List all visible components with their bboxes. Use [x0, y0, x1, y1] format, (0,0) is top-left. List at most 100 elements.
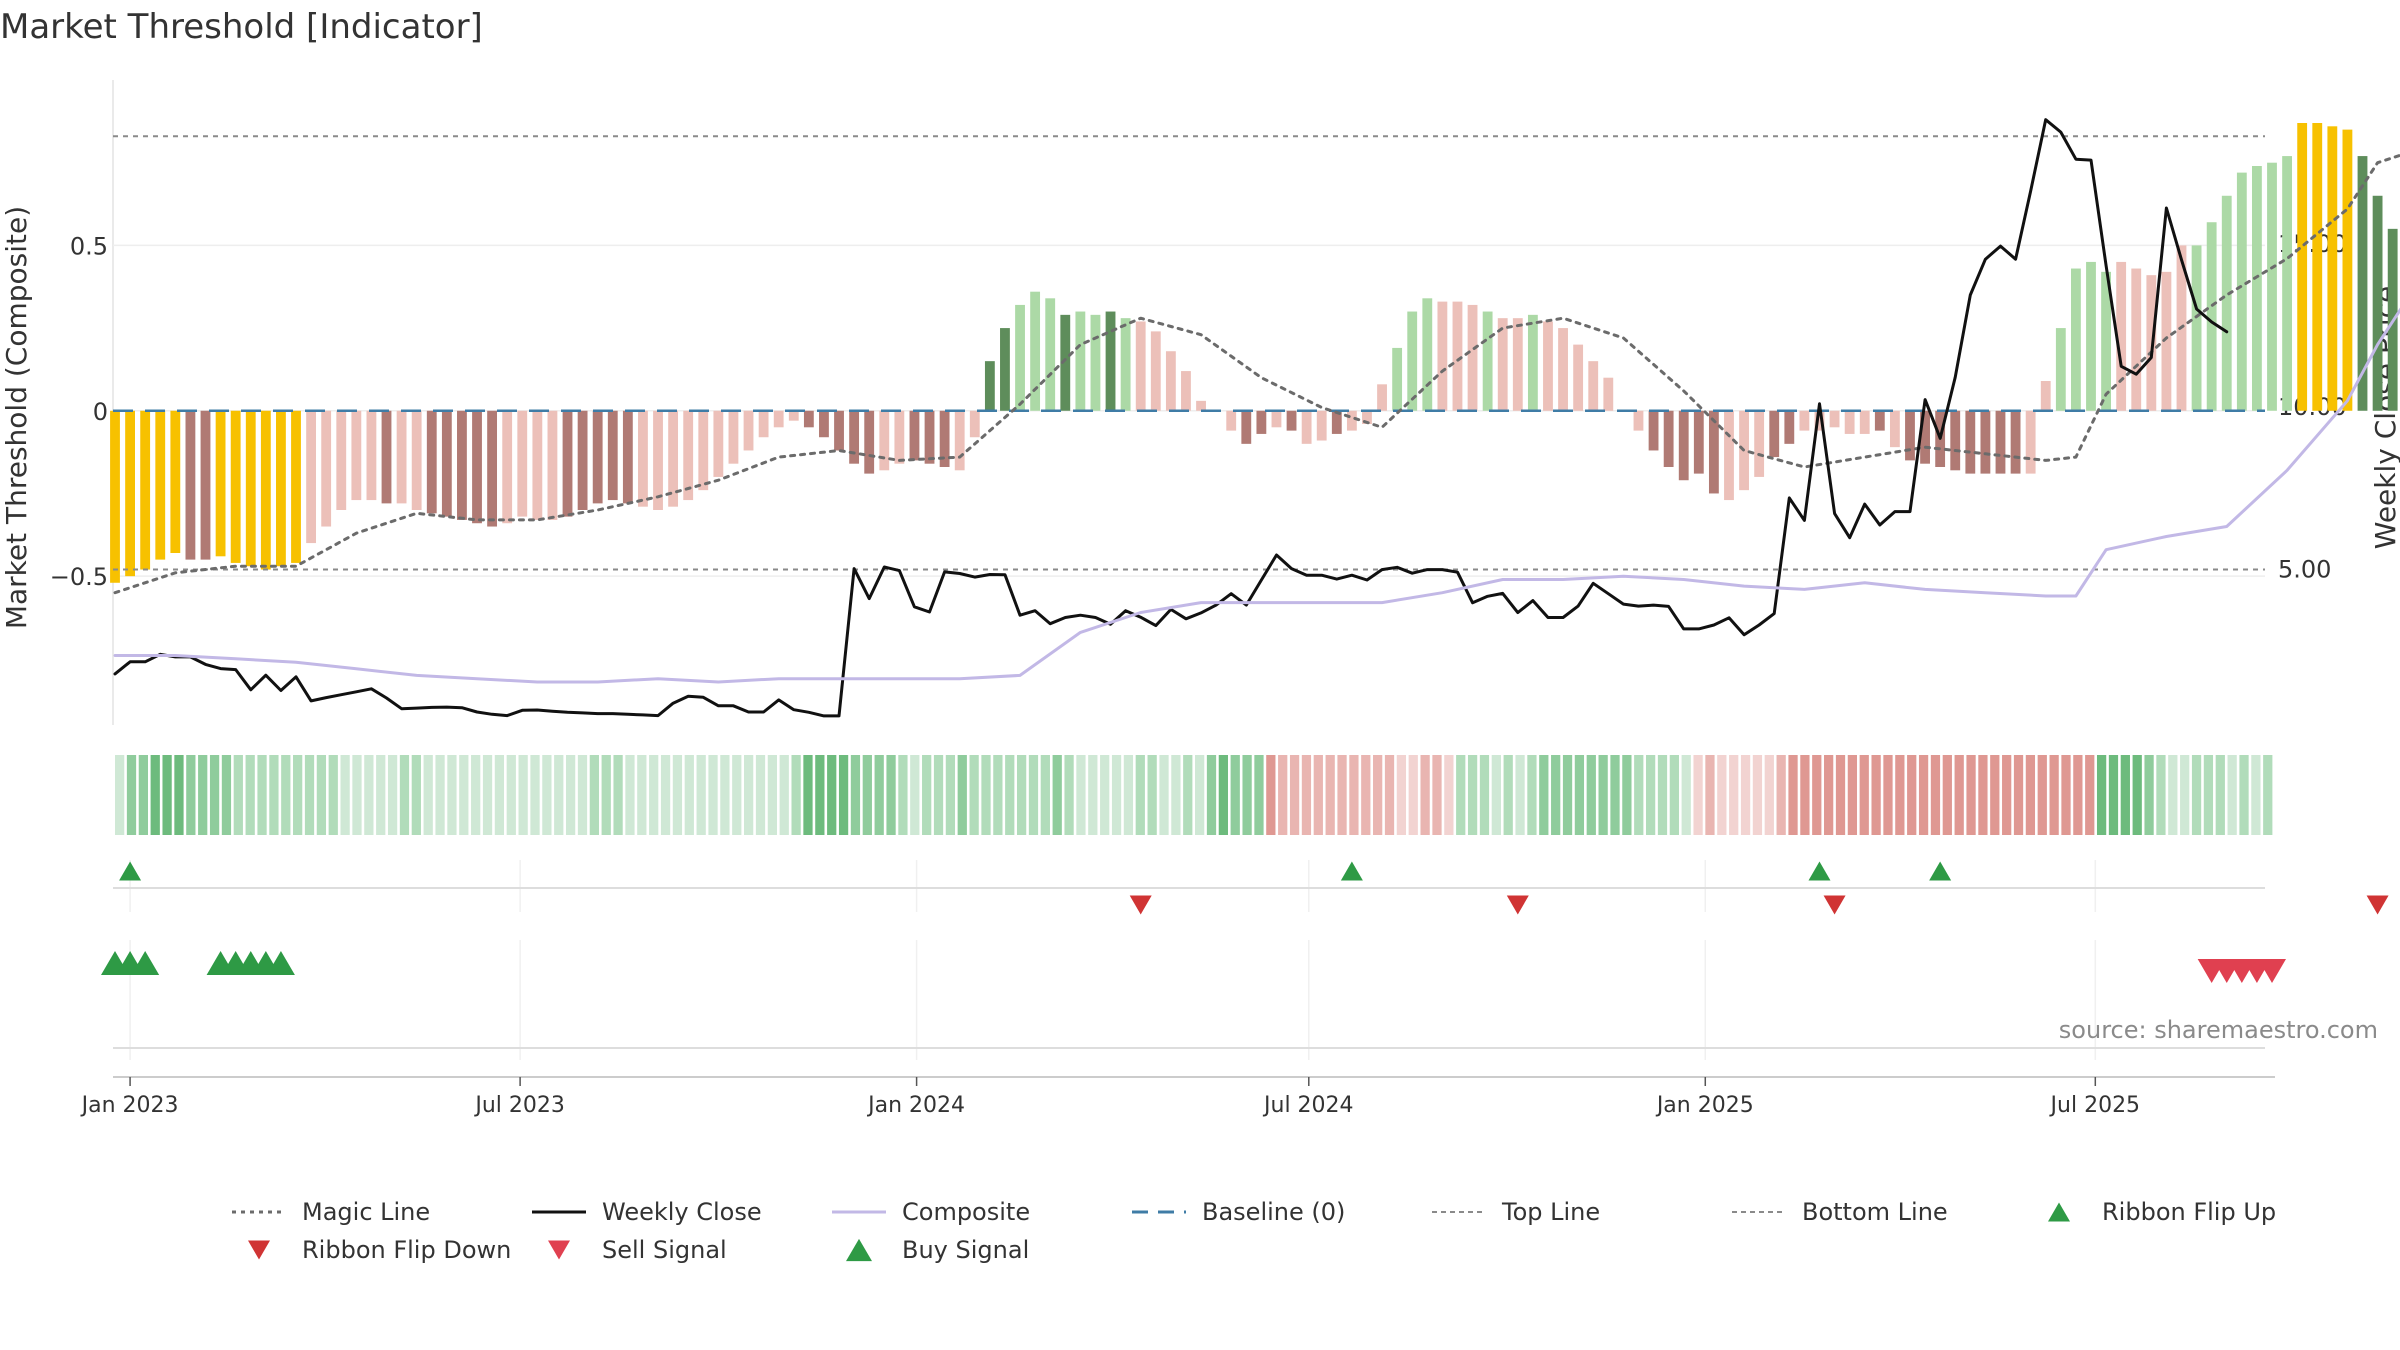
- composite-bar: [1543, 321, 1553, 411]
- legend-mark-buy: [846, 1238, 872, 1262]
- ribbon-cell: [1313, 755, 1323, 835]
- composite-bar: [276, 410, 286, 567]
- ribbon-cell: [1005, 755, 1015, 835]
- ribbon-cell: [554, 755, 564, 835]
- ribbon-cell: [1966, 755, 1976, 835]
- composite-bar: [1573, 344, 1584, 411]
- ribbon-cell: [945, 755, 956, 835]
- composite-bar: [1392, 347, 1403, 411]
- y-left-tick-label: −0.5: [50, 563, 108, 591]
- composite-bar: [1135, 321, 1146, 411]
- legend-swatch-baseline: [1132, 1210, 1186, 1214]
- ribbon-cell: [506, 755, 516, 835]
- composite-bar: [773, 410, 784, 428]
- ribbon-cell: [1824, 755, 1834, 835]
- legend-item-magic: Magic Line: [230, 1198, 530, 1226]
- composite-bar: [487, 410, 498, 527]
- legend-swatch-flip_up: [2048, 1202, 2070, 1222]
- composite-bar: [743, 410, 754, 451]
- composite-bar: [607, 410, 618, 501]
- composite-bar: [1633, 410, 1644, 431]
- ribbon-cell: [850, 755, 861, 835]
- composite-bar: [1316, 410, 1327, 441]
- composite-bar: [1497, 318, 1508, 411]
- legend-swatch-close: [532, 1210, 586, 1214]
- y-right-tick-label: 5.00: [2278, 556, 2331, 584]
- composite-bar: [1452, 301, 1463, 411]
- composite-bar: [532, 410, 543, 520]
- ribbon-cell: [1230, 755, 1240, 835]
- ribbon-cell: [1016, 755, 1027, 835]
- composite-bar: [1105, 311, 1116, 411]
- composite-bar: [2191, 245, 2202, 411]
- ribbon-cell: [1266, 755, 1276, 835]
- ribbon-flip-up-marker: [1929, 861, 1952, 881]
- ribbon-cell: [1634, 755, 1644, 835]
- ribbon-cell: [1729, 755, 1739, 835]
- composite-bar: [1437, 301, 1448, 411]
- composite-bar: [2025, 410, 2036, 474]
- ribbon-cell: [625, 755, 635, 835]
- ribbon-cell: [126, 755, 137, 835]
- composite-bar: [2055, 328, 2066, 411]
- buy-signal-marker: [266, 950, 295, 976]
- ribbon-cell: [898, 755, 908, 835]
- composite-bar: [2236, 172, 2247, 411]
- ribbon-cell: [376, 755, 386, 835]
- composite-bar: [1980, 410, 1991, 474]
- ribbon-cell: [565, 755, 576, 835]
- legend-label: Magic Line: [302, 1198, 431, 1226]
- ribbon-cell: [1218, 755, 1228, 835]
- ribbon-cell: [2108, 755, 2119, 835]
- ribbon-flip-down-marker: [2366, 895, 2389, 915]
- ribbon-cell: [862, 755, 872, 835]
- ribbon-cell: [767, 755, 778, 835]
- composite-bar: [834, 410, 844, 451]
- composite-bar: [1512, 318, 1523, 411]
- ribbon-cell: [1681, 755, 1691, 835]
- ribbon-cell: [304, 755, 315, 835]
- composite-bar: [2282, 156, 2292, 411]
- legend-label: Weekly Close: [602, 1198, 762, 1226]
- ribbon-cell: [269, 755, 279, 835]
- x-tick-label: Jul 2024: [1262, 1093, 1354, 1118]
- buy-signal-marker: [131, 950, 160, 976]
- y-left-axis-label: Market Threshold (Composite): [0, 206, 33, 629]
- composite-bar: [2252, 166, 2262, 411]
- ribbon-cell: [1349, 755, 1359, 835]
- composite-bar: [366, 410, 377, 501]
- ribbon-cell: [2096, 755, 2107, 835]
- composite-bar: [2206, 222, 2217, 411]
- ribbon-cell: [1337, 755, 1347, 835]
- composite-bar: [1784, 410, 1795, 444]
- ribbon-cell: [2239, 755, 2249, 835]
- ribbon-cell: [827, 755, 837, 835]
- x-tick-label: Jan 2024: [866, 1093, 965, 1118]
- composite-bar: [758, 410, 769, 438]
- composite-bar: [984, 361, 995, 411]
- composite-bar: [381, 410, 392, 504]
- composite-bar: [200, 410, 211, 560]
- x-tick-label: Jul 2023: [473, 1093, 565, 1118]
- composite-bar: [1874, 410, 1885, 431]
- ribbon-cell: [1788, 755, 1798, 835]
- ribbon-cell: [1420, 755, 1430, 835]
- composite-bar: [1754, 410, 1765, 477]
- composite-bar: [2161, 271, 2172, 411]
- ribbon-cell: [293, 755, 303, 835]
- composite-bar: [1271, 410, 1282, 428]
- composite-bar: [2101, 271, 2111, 411]
- ribbon-cell: [518, 755, 528, 835]
- ribbon-cell: [1942, 755, 1952, 835]
- ribbon-cell: [1123, 755, 1134, 835]
- ribbon-cell: [150, 755, 160, 835]
- composite-bar: [803, 410, 814, 428]
- ribbon-cell: [494, 755, 505, 835]
- ribbon-cell: [1195, 755, 1205, 835]
- legend-item-sell: Sell Signal: [530, 1236, 830, 1264]
- ribbon-cell: [209, 755, 220, 835]
- ribbon-cell: [779, 755, 789, 835]
- composite-bar: [1256, 410, 1267, 434]
- composite-bar: [1120, 318, 1131, 411]
